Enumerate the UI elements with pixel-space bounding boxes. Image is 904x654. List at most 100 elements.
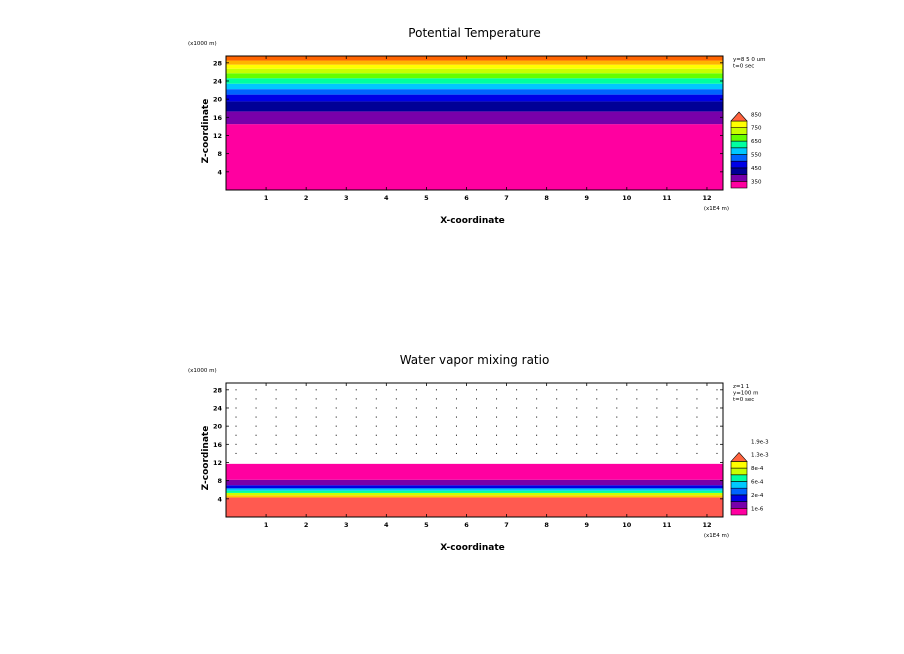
y-tick-label: 4	[217, 495, 222, 503]
grid-dot	[616, 434, 618, 436]
grid-dot	[536, 416, 538, 418]
grid-dot	[696, 434, 698, 436]
grid-dot	[516, 434, 518, 436]
legend-swatch	[730, 140, 748, 149]
grid-dot	[536, 407, 538, 409]
legend-swatch	[730, 134, 748, 142]
grid-dot	[656, 452, 658, 454]
grid-dot	[395, 452, 397, 454]
grid-dot	[596, 425, 598, 427]
grid-dot	[676, 389, 678, 391]
grid-dot	[255, 407, 257, 409]
grid-dot	[616, 443, 618, 445]
grid-dot	[476, 443, 478, 445]
grid-dot	[335, 443, 337, 445]
grid-dot	[295, 434, 297, 436]
grid-dot	[616, 407, 618, 409]
x-tick-label: 4	[384, 521, 389, 529]
grid-dot	[335, 425, 337, 427]
legend-swatch	[730, 467, 748, 476]
grid-dot	[315, 434, 317, 436]
grid-dot	[516, 398, 518, 400]
grid-dot	[636, 443, 638, 445]
x-tick-label: 10	[622, 194, 632, 202]
band-8	[226, 73, 723, 79]
grid-dot	[696, 407, 698, 409]
info-line: z=1 1	[733, 384, 749, 390]
legend-swatch	[730, 461, 748, 469]
grid-dot	[455, 452, 457, 454]
band-11	[226, 60, 723, 65]
grid-dot	[676, 443, 678, 445]
x-unit-label: (x1E4 m)	[704, 206, 729, 212]
grid-dot	[295, 398, 297, 400]
grid-dot	[616, 389, 618, 391]
grid-dot	[335, 389, 337, 391]
grid-dot	[576, 443, 578, 445]
x-tick-label: 5	[424, 194, 429, 202]
grid-dot	[455, 416, 457, 418]
legend-swatch	[730, 154, 748, 162]
legend-label: 6e-4	[751, 480, 764, 486]
y-tick-label: 28	[213, 386, 223, 394]
x-axis-label: X-coordinate	[440, 543, 505, 553]
grid-dot	[275, 443, 277, 445]
band-5	[226, 89, 723, 95]
grid-dot	[676, 434, 678, 436]
grid-dot	[656, 434, 658, 436]
grid-dot	[556, 416, 558, 418]
grid-dot	[716, 434, 718, 436]
legend-swatch	[730, 487, 748, 496]
legend-arrow	[730, 111, 748, 122]
grid-dot	[616, 425, 618, 427]
y-tick-label: 24	[213, 77, 223, 85]
grid-dot	[696, 452, 698, 454]
grid-dot	[255, 398, 257, 400]
x-unit-label: (x1E4 m)	[704, 533, 729, 539]
x-tick-label: 12	[702, 194, 711, 202]
grid-dot	[255, 452, 257, 454]
grid-dot	[576, 398, 578, 400]
grid-dot	[536, 425, 538, 427]
grid-dot	[656, 389, 658, 391]
grid-dot	[476, 407, 478, 409]
y-axis-label: Z-coordinate	[201, 99, 211, 164]
grid-dot	[476, 452, 478, 454]
chart-title: Potential Temperature	[408, 26, 540, 40]
grid-dot	[636, 407, 638, 409]
grid-dot	[576, 452, 578, 454]
grid-dot	[355, 452, 357, 454]
grid-dot	[435, 443, 437, 445]
band-7	[226, 479, 723, 486]
grid-dot	[335, 416, 337, 418]
grid-dot	[395, 398, 397, 400]
grid-dot	[616, 398, 618, 400]
grid-dot	[716, 443, 718, 445]
grid-dot	[716, 389, 718, 391]
legend-label: 550	[751, 153, 762, 159]
grid-dot	[255, 425, 257, 427]
grid-dot	[596, 407, 598, 409]
legend-swatch	[730, 507, 748, 516]
grid-dot	[415, 425, 417, 427]
grid-dot	[355, 443, 357, 445]
legend-label: 1e-6	[751, 506, 764, 512]
grid-dot	[335, 452, 337, 454]
grid-dot	[476, 416, 478, 418]
grid-dot	[435, 398, 437, 400]
grid-dot	[295, 425, 297, 427]
grid-dot	[455, 407, 457, 409]
grid-dot	[355, 398, 357, 400]
grid-dot	[455, 425, 457, 427]
grid-dot	[476, 425, 478, 427]
grid-dot	[415, 398, 417, 400]
x-tick-label: 1	[264, 521, 269, 529]
grid-dot	[576, 425, 578, 427]
grid-dot	[516, 452, 518, 454]
legend-label: 350	[751, 179, 762, 185]
grid-dot	[395, 425, 397, 427]
y-tick-label: 20	[213, 96, 223, 104]
grid-dot	[596, 398, 598, 400]
grid-dot	[636, 389, 638, 391]
grid-dot	[355, 389, 357, 391]
